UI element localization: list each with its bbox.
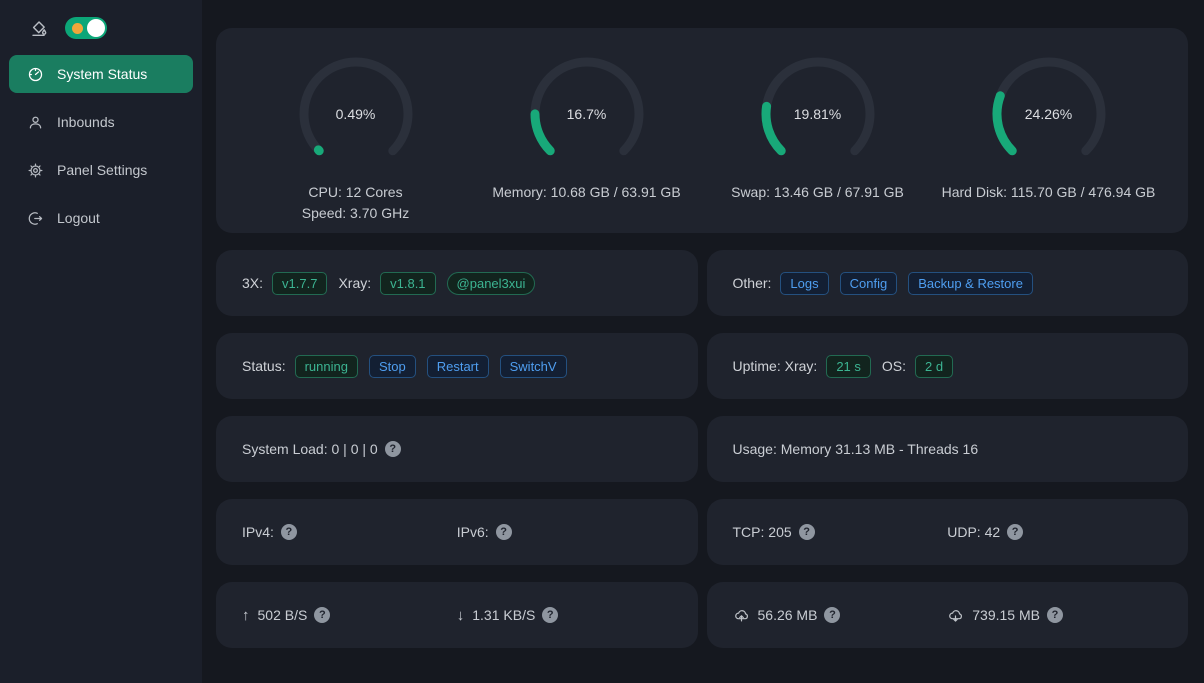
ipv6-label: IPv6: (456, 524, 489, 540)
cloud-download-icon (947, 607, 964, 624)
sidebar-item-logout[interactable]: Logout (9, 199, 193, 237)
sidebar-item-inbounds[interactable]: Inbounds (9, 103, 193, 141)
sidebar-item-label: Inbounds (57, 114, 115, 130)
ipv6-item: IPv6: ? (457, 524, 672, 540)
arrow-down-icon: ↓ (456, 606, 465, 624)
swap-percent: 19.81% (793, 106, 842, 122)
xray-version-tag[interactable]: v1.8.1 (380, 271, 436, 295)
dark-mode-toggle[interactable] (65, 17, 107, 39)
network-speed-card: ↑ 502 B/S ? ↓ 1.31 KB/S ? (216, 582, 698, 648)
os-uptime-badge: 2 d (915, 354, 954, 378)
toggle-knob (87, 19, 105, 37)
theme-switch-row (0, 15, 202, 55)
ipv4-label: IPv4: (242, 524, 274, 540)
sidebar-item-panel-settings[interactable]: Panel Settings (9, 151, 193, 189)
memory-gauge: 16.7% Memory: 10.68 GB / 63.91 GB (471, 54, 702, 233)
help-icon[interactable]: ? (384, 441, 401, 457)
switch-version-button[interactable]: SwitchV (499, 354, 567, 378)
swap-caption: Swap: 13.46 GB / 67.91 GB (731, 184, 904, 200)
total-traffic-card: 56.26 MB ? 739.15 MB ? (706, 582, 1188, 648)
disk-percent: 24.26% (1024, 106, 1073, 122)
upload-speed-item: ↑ 502 B/S ? (242, 607, 457, 624)
tcp-item: TCP: 205 ? (733, 524, 948, 540)
xray-uptime-badge: 21 s (826, 354, 871, 378)
telegram-tag[interactable]: @panel3xui (446, 271, 536, 295)
status-label: Status: (242, 358, 286, 374)
uptime-os-label: OS: (881, 358, 907, 374)
status-card: Status: running Stop Restart SwitchV (216, 333, 698, 399)
udp-count: UDP: 42 (947, 524, 1001, 540)
app-version-tag[interactable]: v1.7.7 (272, 271, 328, 295)
sidebar: System Status Inbounds (0, 0, 202, 683)
sidebar-item-system-status[interactable]: System Status (9, 55, 193, 93)
xray-version-label: Xray: (338, 275, 372, 291)
tcp-count: TCP: 205 (732, 524, 792, 540)
dashboard-icon (27, 66, 44, 83)
help-icon[interactable]: ? (1046, 607, 1063, 623)
swap-gauge: 19.81% Swap: 13.46 GB / 67.91 GB (702, 54, 933, 233)
sent-traffic-item: 56.26 MB ? (733, 607, 948, 624)
received-traffic-item: 739.15 MB ? (947, 607, 1162, 624)
other-card: Other: Logs Config Backup & Restore (706, 250, 1188, 316)
row-version-other: 3X: v1.7.7 Xray: v1.8.1 @panel3xui Other… (216, 250, 1188, 316)
gear-icon (27, 162, 44, 179)
system-gauges-card: 0.49% CPU: 12 Cores Speed: 3.70 GHz 16.7… (216, 28, 1188, 233)
other-label: Other: (732, 275, 772, 291)
sidebar-nav: System Status Inbounds (0, 55, 202, 247)
memory-caption: Memory: 10.68 GB / 63.91 GB (492, 184, 681, 200)
help-icon[interactable]: ? (1007, 524, 1024, 540)
version-card: 3X: v1.7.7 Xray: v1.8.1 @panel3xui (216, 250, 698, 316)
user-icon (27, 114, 44, 131)
stop-button[interactable]: Stop (368, 354, 416, 378)
backup-restore-button[interactable]: Backup & Restore (908, 271, 1033, 295)
connections-card: TCP: 205 ? UDP: 42 ? (706, 499, 1188, 565)
usage-card: Usage: Memory 31.13 MB - Threads 16 (706, 416, 1188, 482)
system-load-text: System Load: 0 | 0 | 0 (242, 441, 378, 457)
memory-percent: 16.7% (566, 106, 607, 122)
system-load-card: System Load: 0 | 0 | 0 ? (216, 416, 698, 482)
cloud-upload-icon (733, 607, 750, 624)
disk-caption: Hard Disk: 115.70 GB / 476.94 GB (941, 184, 1156, 200)
help-icon[interactable]: ? (542, 607, 559, 623)
sidebar-item-label: Panel Settings (57, 162, 148, 178)
received-traffic: 739.15 MB (972, 607, 1040, 623)
cpu-gauge: 0.49% CPU: 12 Cores Speed: 3.70 GHz (240, 54, 471, 233)
row-load-usage: System Load: 0 | 0 | 0 ? Usage: Memory 3… (216, 416, 1188, 482)
row-status-uptime: Status: running Stop Restart SwitchV Upt… (216, 333, 1188, 399)
restart-button[interactable]: Restart (426, 354, 489, 378)
theme-bucket-icon (30, 19, 49, 38)
row-speed-traffic: ↑ 502 B/S ? ↓ 1.31 KB/S ? (216, 582, 1188, 648)
ip-card: IPv4: ? IPv6: ? (216, 499, 698, 565)
row-ip-connections: IPv4: ? IPv6: ? TCP: 205 ? UDP (216, 499, 1188, 565)
help-icon[interactable]: ? (495, 524, 512, 540)
sent-traffic: 56.26 MB (757, 607, 818, 623)
download-speed: 1.31 KB/S (472, 607, 536, 623)
disk-gauge: 24.26% Hard Disk: 115.70 GB / 476.94 GB (933, 54, 1164, 233)
help-icon[interactable]: ? (824, 607, 841, 623)
help-icon[interactable]: ? (798, 524, 815, 540)
ipv4-item: IPv4: ? (242, 524, 457, 540)
app-version-label: 3X: (242, 275, 264, 291)
arrow-up-icon: ↑ (242, 606, 250, 624)
sidebar-item-label: Logout (57, 210, 100, 226)
upload-speed: 502 B/S (257, 607, 308, 623)
config-button[interactable]: Config (839, 271, 898, 295)
uptime-card: Uptime: Xray: 21 s OS: 2 d (706, 333, 1188, 399)
cpu-percent: 0.49% (335, 106, 376, 122)
help-icon[interactable]: ? (314, 607, 331, 623)
udp-item: UDP: 42 ? (947, 524, 1162, 540)
logs-button[interactable]: Logs (780, 271, 829, 295)
status-badge: running (294, 354, 358, 378)
help-icon[interactable]: ? (280, 524, 297, 540)
usage-text: Usage: Memory 31.13 MB - Threads 16 (732, 441, 979, 457)
main-content: 0.49% CPU: 12 Cores Speed: 3.70 GHz 16.7… (202, 0, 1204, 683)
sidebar-item-label: System Status (57, 66, 148, 82)
uptime-xray-label: Uptime: Xray: (732, 358, 818, 374)
sun-icon (72, 22, 83, 34)
cpu-caption: CPU: 12 Cores Speed: 3.70 GHz (301, 184, 410, 221)
logout-icon (27, 210, 44, 227)
download-speed-item: ↓ 1.31 KB/S ? (457, 607, 672, 624)
